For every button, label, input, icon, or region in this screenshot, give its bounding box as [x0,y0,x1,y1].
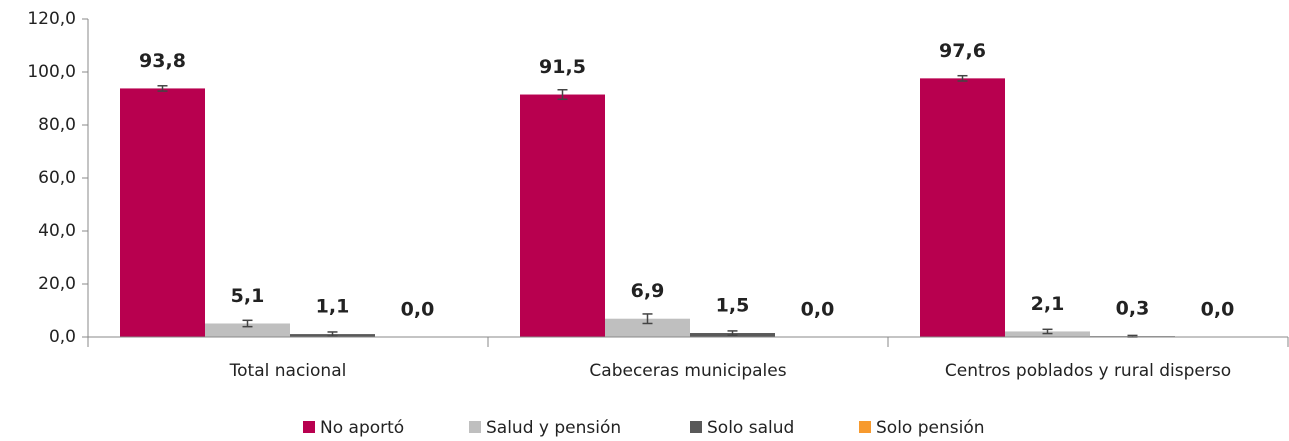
value-label: 0,0 [801,299,835,321]
value-label: 0,0 [401,299,435,321]
legend-swatch [469,421,481,433]
legend-label: Salud y pensión [486,418,621,438]
x-tick-label: Centros poblados y rural disperso [945,361,1231,381]
value-label: 0,0 [1201,299,1235,321]
bar [920,78,1005,338]
y-tick-label: 80,0 [38,115,76,135]
value-label: 1,5 [716,295,750,317]
legend-swatch [690,421,702,433]
y-tick-label: 20,0 [38,274,76,294]
value-label: 91,5 [539,56,586,78]
error-bar [157,85,168,92]
error-bar [1042,328,1053,335]
bar [605,318,690,337]
y-tick-label: 60,0 [38,168,76,188]
error-bar [727,330,738,336]
bar [205,323,290,337]
value-label: 1,1 [316,296,350,318]
value-label: 0,3 [1116,298,1150,320]
x-tick-label: Total nacional [229,361,347,381]
error-bar [557,89,568,101]
value-label: 2,1 [1031,293,1065,315]
error-bar [642,313,653,325]
bar [120,88,205,338]
legend-label: No aportó [320,418,404,438]
legend-swatch [303,421,315,433]
value-label: 6,9 [631,280,665,302]
error-bar [242,319,253,328]
legend-label: Solo pensión [876,418,985,438]
bar [520,94,605,338]
y-tick-label: 100,0 [27,62,76,82]
y-tick-label: 0,0 [49,327,76,347]
error-bar [327,331,338,337]
legend-label: Solo salud [707,418,794,438]
y-tick-label: 40,0 [38,221,76,241]
legend-swatch [859,421,871,433]
x-tick-label: Cabeceras municipales [589,361,786,381]
value-label: 93,8 [139,50,186,72]
value-label: 97,6 [939,40,986,62]
y-tick-label: 120,0 [27,9,76,29]
error-bar [957,74,968,82]
value-label: 5,1 [231,285,265,307]
